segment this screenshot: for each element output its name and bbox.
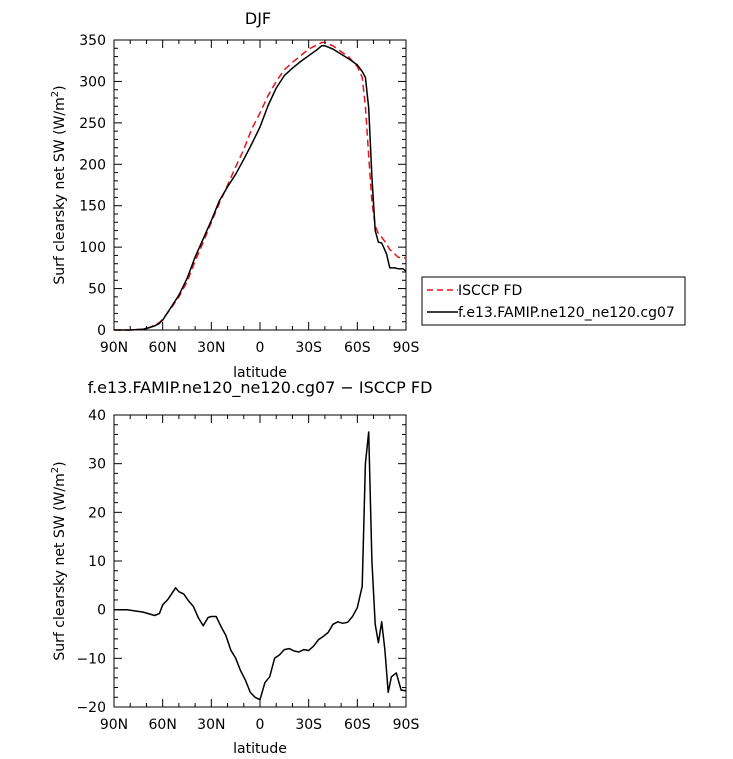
top-y-tick-label: 50 [88,282,106,298]
top-plot-frame [113,39,407,331]
legend-box [421,276,686,326]
bottom-y-tick-label: 30 [88,457,106,473]
bottom-x-tick-label: 30N [197,717,225,733]
bottom-series-line-0 [114,431,407,701]
bottom-x-tick-label: 0 [256,717,265,733]
legend-entry-isccp: ISCCP FD [458,283,522,299]
bottom-y-tick-label: −20 [76,700,106,716]
top-y-axis-label: Surf clearsky net SW (W/m2) [50,85,68,284]
top-series-line-1 [114,45,407,331]
bottom-y-tick-label: 40 [88,408,106,424]
legend-entry-model: f.e13.FAMIP.ne120_ne120.cg07 [458,305,675,321]
top-y-tick-label: 250 [79,116,106,132]
top-x-tick-label: 90N [100,340,128,356]
bottom-x-axis-label: latitude [233,741,287,757]
bottom-panel: f.e13.FAMIP.ne120_ne120.cg07 − ISCCP FD … [50,378,432,757]
top-series-line-0 [114,41,406,331]
top-y-tick-label: 150 [79,199,106,215]
bottom-x-tick-label: 90N [100,717,128,733]
bottom-y-tick-label: −10 [76,651,106,667]
bottom-chart-title: f.e13.FAMIP.ne120_ne120.cg07 − ISCCP FD [88,378,433,398]
bottom-y-tick-label: 10 [88,554,106,570]
top-y-tick-label: 100 [79,240,106,256]
bottom-x-tick-label: 30S [295,717,322,733]
top-y-tick-label: 300 [79,74,106,90]
top-x-tick-label: 30S [295,340,322,356]
top-x-axis-label: latitude [233,365,287,381]
top-x-tick-label: 30N [197,340,225,356]
top-y-tick-label: 350 [79,33,106,49]
top-y-tick-label: 200 [79,157,106,173]
top-x-tick-label: 60N [149,340,177,356]
top-x-tick-label: 90S [393,340,420,356]
bottom-x-tick-label: 60N [149,717,177,733]
top-y-tick-label: 0 [97,323,106,339]
top-chart-title: DJF [245,9,271,28]
top-x-tick-label: 0 [256,340,265,356]
bottom-y-tick-label: 0 [97,603,106,619]
legend: ISCCP FD f.e13.FAMIP.ne120_ne120.cg07 [421,276,686,326]
top-x-tick-label: 60S [344,340,371,356]
bottom-y-tick-label: 20 [88,505,106,521]
bottom-y-axis-label: Surf clearsky net SW (W/m2) [50,461,68,660]
top-panel: DJF 90N 60N 30N 0 30S 60S 90S 0 50 100 150 200 250 30… [50,9,419,381]
bottom-x-tick-label: 90S [393,717,420,733]
bottom-x-tick-label: 60S [344,717,371,733]
